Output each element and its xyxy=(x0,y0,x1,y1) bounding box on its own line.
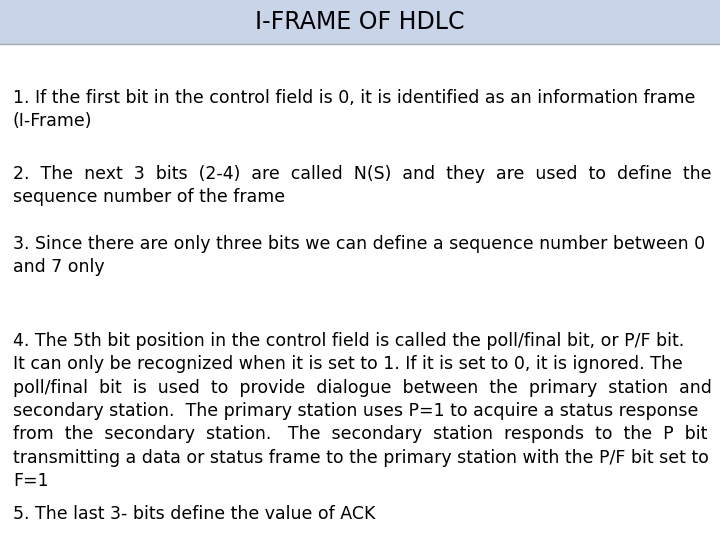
Text: 2.  The  next  3  bits  (2-4)  are  called  N(S)  and  they  are  used  to  defi: 2. The next 3 bits (2-4) are called N(S)… xyxy=(13,165,711,206)
Text: 1. If the first bit in the control field is 0, it is identified as an informatio: 1. If the first bit in the control field… xyxy=(13,89,696,131)
Text: 5. The last 3- bits define the value of ACK: 5. The last 3- bits define the value of … xyxy=(13,505,375,523)
Text: I-FRAME OF HDLC: I-FRAME OF HDLC xyxy=(256,10,464,34)
Bar xyxy=(0,0,720,44)
Text: 3. Since there are only three bits we can define a sequence number between 0
and: 3. Since there are only three bits we ca… xyxy=(13,235,705,276)
Text: 4. The 5th bit position in the control field is called the poll/final bit, or P/: 4. The 5th bit position in the control f… xyxy=(13,332,720,490)
